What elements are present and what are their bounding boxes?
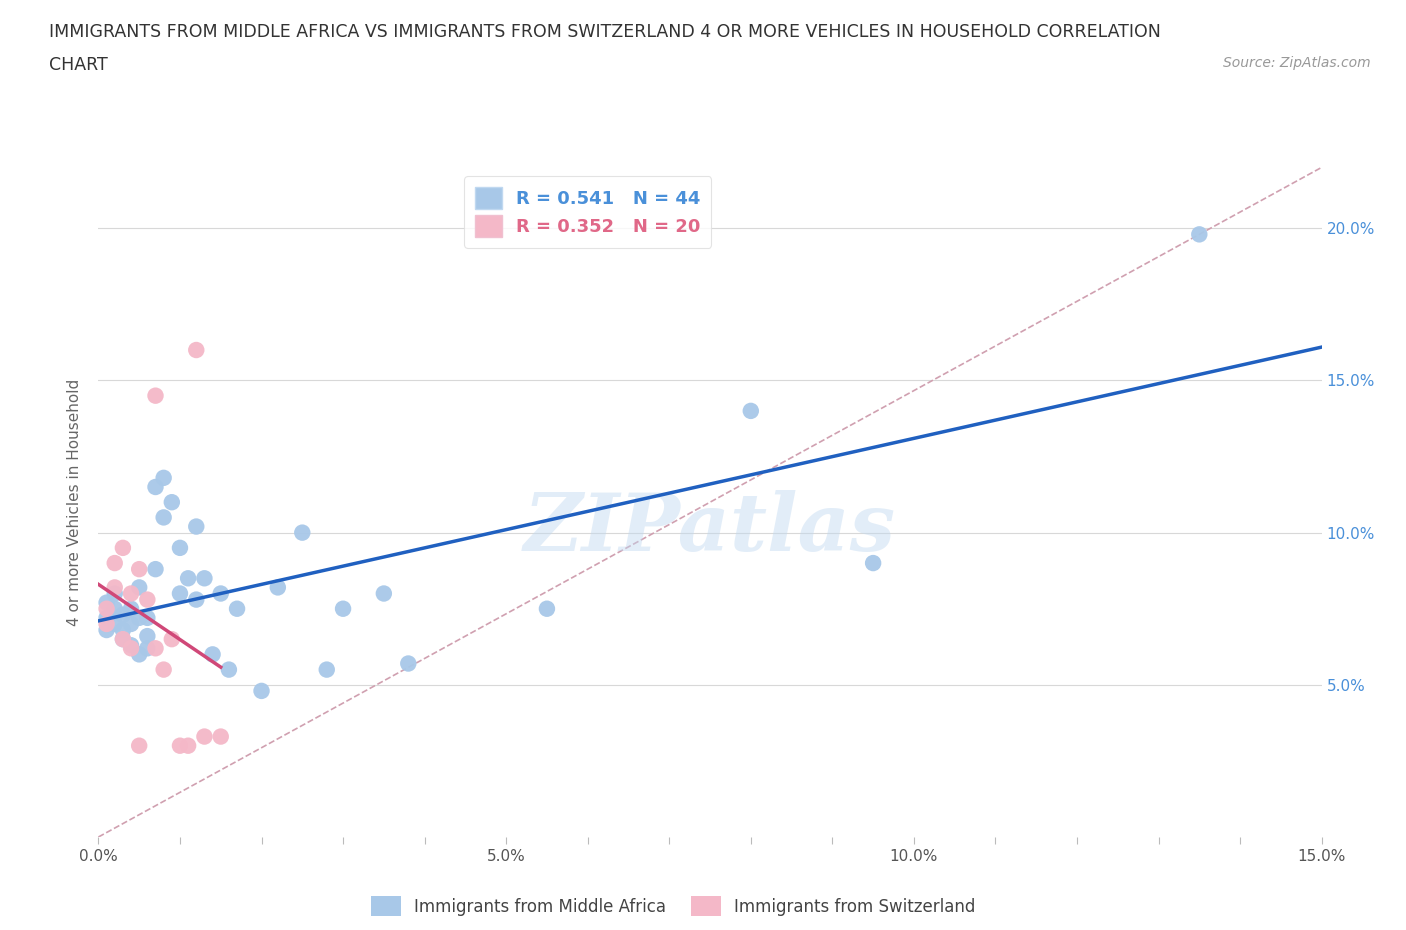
Point <box>111 631 134 646</box>
Point <box>128 580 150 595</box>
Point <box>169 586 191 601</box>
Point <box>177 738 200 753</box>
Point <box>120 586 142 601</box>
Point <box>136 641 159 656</box>
Point <box>250 684 273 698</box>
Point <box>193 729 215 744</box>
Point <box>218 662 240 677</box>
Point <box>111 607 134 622</box>
Point <box>96 617 118 631</box>
Point <box>128 647 150 662</box>
Point <box>128 610 150 625</box>
Legend: Immigrants from Middle Africa, Immigrants from Switzerland: Immigrants from Middle Africa, Immigrant… <box>364 890 983 923</box>
Point <box>120 617 142 631</box>
Point <box>160 631 183 646</box>
Point <box>120 638 142 653</box>
Point <box>145 480 167 495</box>
Point <box>152 471 174 485</box>
Point <box>111 631 134 646</box>
Text: Source: ZipAtlas.com: Source: ZipAtlas.com <box>1223 56 1371 70</box>
Point <box>152 662 174 677</box>
Point <box>193 571 215 586</box>
Point <box>177 571 200 586</box>
Point <box>96 595 118 610</box>
Point <box>120 602 142 617</box>
Point <box>120 641 142 656</box>
Point <box>186 342 208 357</box>
Point <box>160 495 183 510</box>
Point <box>128 738 150 753</box>
Point <box>226 602 249 617</box>
Point <box>169 540 191 555</box>
Point <box>862 555 884 570</box>
Point <box>96 602 118 617</box>
Point <box>740 404 762 418</box>
Point <box>145 388 167 403</box>
Point <box>536 602 558 617</box>
Point <box>136 629 159 644</box>
Point <box>111 540 134 555</box>
Text: IMMIGRANTS FROM MIDDLE AFRICA VS IMMIGRANTS FROM SWITZERLAND 4 OR MORE VEHICLES : IMMIGRANTS FROM MIDDLE AFRICA VS IMMIGRA… <box>49 23 1161 41</box>
Point <box>104 580 127 595</box>
Point <box>186 519 208 534</box>
Point <box>396 656 419 671</box>
Point <box>104 602 127 617</box>
Point <box>96 610 118 625</box>
Point <box>373 586 395 601</box>
Point <box>111 622 134 637</box>
Point <box>169 738 191 753</box>
Point <box>267 580 290 595</box>
Point <box>96 622 118 637</box>
Point <box>128 562 150 577</box>
Point <box>332 602 354 617</box>
Point <box>1188 227 1211 242</box>
Y-axis label: 4 or more Vehicles in Household: 4 or more Vehicles in Household <box>67 379 83 626</box>
Point <box>136 592 159 607</box>
Point <box>201 647 224 662</box>
Point <box>315 662 337 677</box>
Point <box>136 610 159 625</box>
Point <box>145 562 167 577</box>
Point <box>104 555 127 570</box>
Point <box>209 729 232 744</box>
Point <box>209 586 232 601</box>
Point <box>186 592 208 607</box>
Point <box>145 641 167 656</box>
Point <box>291 525 314 540</box>
Text: CHART: CHART <box>49 56 108 73</box>
Point <box>152 510 174 525</box>
Point <box>104 586 127 601</box>
Text: ZIPatlas: ZIPatlas <box>524 490 896 567</box>
Point <box>104 617 127 631</box>
